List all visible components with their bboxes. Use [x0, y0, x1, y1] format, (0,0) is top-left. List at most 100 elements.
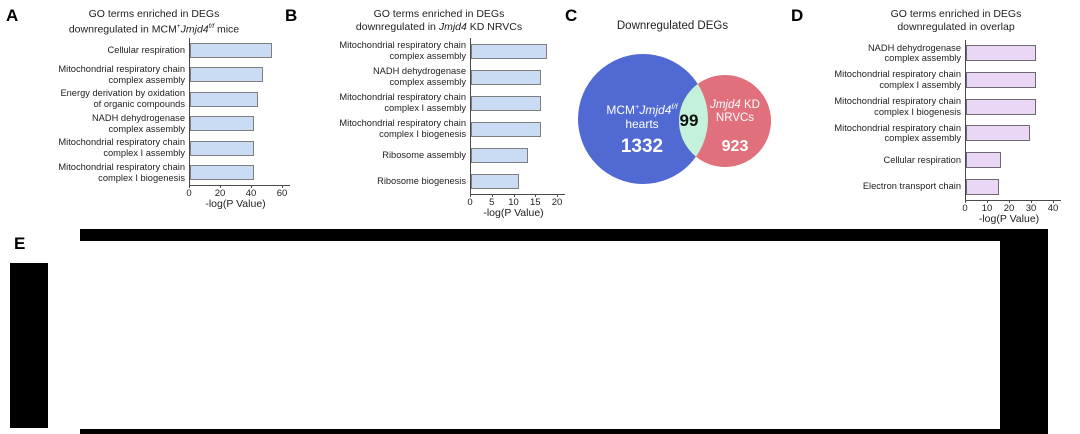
panel-a: A GO terms enriched in DEGs downregulate…: [0, 0, 290, 228]
bar-row: Energy derivation by oxidation of organi…: [0, 87, 285, 112]
tick-mark: [189, 185, 190, 188]
panel-d-title-line2: downregulated in overlap: [832, 21, 1080, 34]
text-part: mice: [214, 23, 240, 35]
category-label: Mitochondrial respiratory chain complex …: [834, 69, 961, 90]
bar-row: Mitochondrial respiratory chain complex …: [283, 38, 570, 64]
tick-label: 40: [1047, 203, 1059, 214]
category-label: Cellular respiration: [107, 44, 185, 55]
category-label: Mitochondrial respiratory chain complex …: [58, 161, 185, 183]
bar-track: [470, 64, 570, 90]
venn-set-a-circle: [578, 54, 708, 184]
bar: [471, 121, 541, 137]
x-axis-line: [965, 200, 1061, 202]
tick-label: 30: [1025, 203, 1037, 214]
bar-track: [965, 93, 1080, 120]
bar-track: [965, 66, 1080, 94]
tick-label: 40: [245, 188, 257, 199]
bar-row: Mitochondrial respiratory chain complex …: [0, 160, 285, 185]
text-part: f/f: [671, 102, 678, 111]
bar-track: [470, 116, 570, 142]
black-backdrop-top: [80, 229, 1048, 241]
tick-mark: [557, 194, 558, 197]
bar-rows: Mitochondrial respiratory chain complex …: [283, 38, 570, 194]
bar-track: [189, 87, 285, 112]
text-part: MCM: [606, 103, 636, 117]
bar-row: Mitochondrial respiratory chain complex …: [283, 116, 570, 142]
panel-b-title: GO terms enriched in DEGs downregulated …: [308, 8, 570, 33]
tick-mark: [251, 185, 252, 188]
category-label: Ribosome assembly: [382, 149, 466, 160]
bar-row: Cellular respiration: [788, 146, 1080, 174]
bar-row: Cellular respiration: [0, 38, 285, 63]
bar-track: [470, 168, 570, 194]
panel-b: B GO terms enriched in DEGs downregulate…: [283, 0, 570, 228]
x-axis-title: -log(P Value): [205, 198, 266, 210]
bar: [966, 71, 1037, 88]
category-label: Mitochondrial respiratory chain complex …: [58, 137, 185, 159]
panel-d-title-line1: GO terms enriched in DEGs: [890, 8, 1022, 20]
tick-mark: [1031, 200, 1032, 203]
tick-label: 10: [981, 203, 993, 214]
bar: [966, 98, 1037, 115]
tick-label: 0: [962, 203, 968, 214]
text-part: KD: [740, 99, 760, 111]
bar-track: [470, 90, 570, 116]
black-backdrop-bottom: [80, 429, 1000, 434]
bar-track: [965, 146, 1080, 174]
text-part: hearts: [625, 116, 659, 131]
text-part: Jmjd4: [438, 20, 467, 33]
text-part: KD NRVCs: [466, 20, 523, 33]
category-label: Mitochondrial respiratory chain complex …: [834, 122, 961, 144]
tick-label: 5: [489, 197, 495, 208]
bar-track: [965, 173, 1080, 200]
category-label: Electron transport chain: [862, 181, 961, 192]
panel-d: D GO terms enriched in DEGs downregulate…: [788, 0, 1080, 228]
panel-a-chart: Cellular respiration Mitochondrial respir…: [0, 0, 290, 228]
bar-row: Mitochondrial respiratory chain complex …: [788, 66, 1080, 94]
category-label: Mitochondrial respiratory chain complex …: [339, 118, 466, 139]
venn-set-a-label: MCM+Jmjd4f/f hearts: [567, 100, 717, 131]
bar: [966, 151, 1002, 168]
bar-row: Ribosome assembly: [283, 142, 570, 168]
x-axis-line: [470, 194, 565, 196]
bar: [190, 67, 263, 83]
bar: [471, 95, 541, 111]
panel-d-letter: D: [791, 6, 804, 25]
category-label: NADH dehydrogenase complex assembly: [91, 112, 185, 134]
text-part: downregulated in overlap: [897, 20, 1015, 33]
text-part: NRVCs: [715, 111, 755, 124]
venn-set-b-count: 923: [721, 138, 749, 155]
bar-track: [965, 40, 1080, 67]
tick-mark: [965, 200, 966, 203]
bar: [190, 42, 273, 58]
text-part: +: [176, 22, 181, 30]
bar: [190, 140, 254, 156]
black-backdrop-right: [1000, 229, 1048, 434]
tick-mark: [1053, 200, 1054, 203]
category-label: NADH dehydrogenase complex assembly: [372, 66, 466, 87]
bar-rows: Cellular respiration Mitochondrial respir…: [0, 38, 285, 185]
tick-mark: [282, 185, 283, 188]
bar-track: [189, 62, 285, 87]
bar-track: [189, 136, 285, 161]
bar-row: NADH dehydrogenase complex assembly: [283, 64, 570, 90]
bar-track: [965, 119, 1080, 147]
tick-label: 60: [276, 188, 288, 199]
tick-label: 20: [214, 188, 226, 199]
panel-a-title-line2: downregulated in MCM+Jmjd4f/f mice: [28, 21, 280, 36]
x-axis-title: -log(P Value): [483, 207, 544, 219]
category-label: Cellular respiration: [883, 154, 961, 165]
bar-rows: NADH dehydrogenase complex assembly Mitoc…: [788, 40, 1080, 200]
venn-set-a-count: 1332: [620, 136, 664, 157]
panel-a-letter: A: [6, 6, 19, 25]
panel-e-letter: E: [14, 234, 26, 253]
text-part: Jmjd4: [710, 99, 741, 111]
text-part: Jmjd4: [639, 103, 672, 117]
category-label: Energy derivation by oxidation of organi…: [60, 88, 185, 110]
bar-track: [470, 142, 570, 168]
tick-label: 15: [529, 197, 541, 208]
panel-d-title: GO terms enriched in DEGs downregulated …: [832, 8, 1080, 33]
black-backdrop-left: [10, 263, 48, 428]
venn-set-b-label: Jmjd4 KD NRVCs: [697, 99, 773, 124]
